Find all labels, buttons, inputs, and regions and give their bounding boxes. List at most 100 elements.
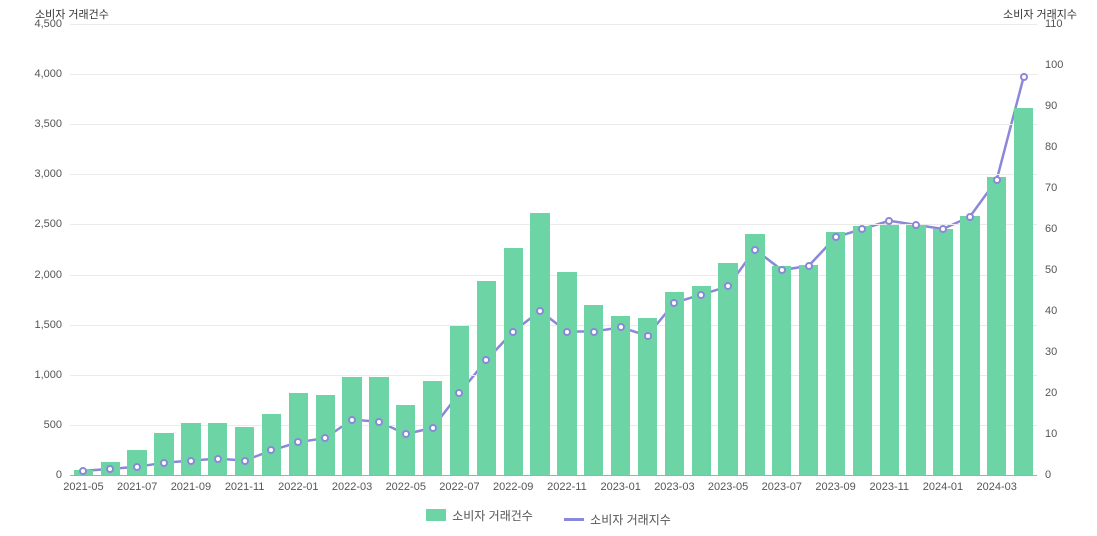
line-marker: [670, 299, 678, 307]
bar: [369, 377, 388, 475]
x-tick-label: 2023-09: [815, 475, 855, 493]
bar: [342, 377, 361, 475]
x-tick-label: 2022-11: [547, 475, 587, 493]
y2-tick-label: 30: [1037, 346, 1057, 358]
bar: [396, 405, 415, 475]
y1-tick-label: 3,000: [34, 168, 70, 180]
line-marker: [402, 430, 410, 438]
line-marker: [348, 416, 356, 424]
line-marker: [79, 467, 87, 475]
line-marker: [805, 262, 813, 270]
bar: [880, 225, 899, 475]
legend-item-bar: 소비자 거래건수: [426, 507, 533, 524]
line-marker: [482, 356, 490, 364]
bar: [154, 433, 173, 475]
line-marker: [832, 233, 840, 241]
bar: [611, 316, 630, 475]
line-marker: [993, 176, 1001, 184]
line-marker: [536, 307, 544, 315]
line-marker: [1020, 73, 1028, 81]
bar: [181, 423, 200, 475]
bar: [530, 213, 549, 475]
bar: [718, 263, 737, 475]
y1-tick-label: 4,000: [34, 68, 70, 80]
line-marker: [106, 465, 114, 473]
bar: [208, 423, 227, 475]
y2-tick-label: 80: [1037, 141, 1057, 153]
y1-tick-label: 4,500: [34, 18, 70, 30]
line-marker: [267, 446, 275, 454]
bar: [960, 216, 979, 475]
bar: [799, 265, 818, 475]
line-marker: [778, 266, 786, 274]
line-marker: [885, 217, 893, 225]
grid-line: [70, 124, 1037, 125]
plot-area: 05001,0001,5002,0002,5003,0003,5004,0004…: [70, 24, 1037, 476]
x-tick-label: 2021-05: [63, 475, 103, 493]
bar: [933, 229, 952, 475]
line-marker: [644, 332, 652, 340]
y2-tick-label: 50: [1037, 264, 1057, 276]
line-marker: [429, 424, 437, 432]
x-tick-label: 2023-03: [654, 475, 694, 493]
y2-tick-label: 0: [1037, 469, 1051, 481]
line-marker: [133, 463, 141, 471]
bar: [638, 318, 657, 475]
line-marker: [939, 225, 947, 233]
line-marker: [751, 246, 759, 254]
line-marker: [455, 389, 463, 397]
line-marker: [187, 457, 195, 465]
bar: [745, 234, 764, 475]
bar: [772, 266, 791, 475]
bar-swatch: [426, 509, 446, 521]
line-marker: [590, 328, 598, 336]
y1-tick-label: 2,000: [34, 269, 70, 281]
legend-item-line: 소비자 거래지수: [564, 511, 671, 528]
chart-container: 소비자 거래건수 소비자 거래지수 05001,0001,5002,0002,5…: [0, 0, 1097, 536]
y2-tick-label: 90: [1037, 100, 1057, 112]
x-tick-label: 2023-11: [869, 475, 909, 493]
y2-tick-label: 10: [1037, 428, 1057, 440]
legend: 소비자 거래건수 소비자 거래지수: [0, 507, 1097, 529]
bar: [826, 232, 845, 475]
grid-line: [70, 74, 1037, 75]
y2-tick-label: 100: [1037, 59, 1063, 71]
bar: [504, 248, 523, 476]
grid-line: [70, 174, 1037, 175]
y1-tick-label: 1,500: [34, 319, 70, 331]
y2-tick-label: 40: [1037, 305, 1057, 317]
y2-tick-label: 110: [1037, 18, 1063, 30]
x-tick-label: 2023-01: [600, 475, 640, 493]
line-marker: [617, 323, 625, 331]
line-marker: [912, 221, 920, 229]
x-tick-label: 2023-07: [762, 475, 802, 493]
line-marker: [375, 418, 383, 426]
bar: [289, 393, 308, 475]
line-marker: [966, 213, 974, 221]
y2-tick-label: 60: [1037, 223, 1057, 235]
x-tick-label: 2022-09: [493, 475, 533, 493]
x-tick-label: 2022-01: [278, 475, 318, 493]
y2-tick-label: 20: [1037, 387, 1057, 399]
legend-label-bar: 소비자 거래건수: [452, 507, 533, 524]
line-swatch: [564, 518, 584, 521]
y1-tick-label: 3,500: [34, 118, 70, 130]
line-marker: [160, 459, 168, 467]
x-tick-label: 2021-07: [117, 475, 157, 493]
x-tick-label: 2022-07: [439, 475, 479, 493]
bar: [987, 177, 1006, 475]
line-marker: [321, 434, 329, 442]
legend-label-line: 소비자 거래지수: [590, 511, 671, 528]
x-tick-label: 2023-05: [708, 475, 748, 493]
line-marker: [563, 328, 571, 336]
line-marker: [858, 225, 866, 233]
bar: [262, 414, 281, 475]
y1-tick-label: 1,000: [34, 369, 70, 381]
line-marker: [241, 457, 249, 465]
y2-tick-label: 70: [1037, 182, 1057, 194]
x-tick-label: 2021-11: [225, 475, 265, 493]
line-marker: [214, 455, 222, 463]
y1-tick-label: 500: [44, 419, 70, 431]
bar: [477, 281, 496, 475]
bar: [235, 427, 254, 475]
